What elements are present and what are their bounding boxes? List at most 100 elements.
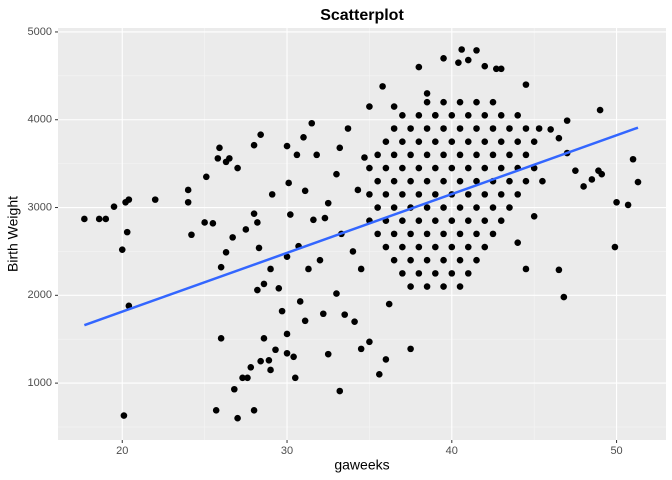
scatter-point (382, 243, 390, 251)
scatter-point (432, 243, 439, 251)
scatter-point (440, 98, 447, 106)
x-tick-label: 30 (281, 445, 293, 457)
scatter-point (432, 217, 439, 224)
scatter-point (456, 283, 464, 290)
scatter-point (231, 385, 238, 393)
scatter-point (415, 243, 423, 251)
scatter-point (464, 217, 472, 224)
scatter-point (456, 177, 464, 185)
plot-panel (58, 28, 666, 440)
scatter-point (255, 244, 263, 252)
scatter-point (481, 138, 489, 145)
scatter-point (212, 407, 220, 414)
scatter-point (374, 230, 381, 238)
scatter-point (464, 191, 472, 198)
scatter-point (560, 293, 568, 301)
scatter-point (123, 228, 131, 236)
scatter-point (390, 177, 398, 185)
scatter-point (580, 183, 587, 190)
x-tick-label: 40 (446, 445, 458, 457)
scatter-point (473, 125, 480, 132)
scatter-point (222, 249, 230, 256)
scatter-point (432, 164, 439, 172)
scatter-point (336, 144, 344, 152)
scatter-point (95, 215, 103, 223)
scatter-point (506, 125, 513, 132)
scatter-point (287, 211, 294, 218)
scatter-point (319, 310, 327, 318)
scatter-point (481, 164, 489, 172)
scatter-point (217, 335, 225, 342)
scatter-point (489, 125, 497, 132)
scatter-point (374, 177, 381, 185)
scatter-point (522, 151, 530, 159)
scatter-point (598, 170, 606, 178)
scatter-point (506, 204, 513, 211)
scatter-point (423, 256, 431, 264)
scatter-point (440, 204, 447, 211)
scatter-point (423, 204, 431, 211)
scatter-point (440, 230, 447, 238)
scatter-point (481, 62, 489, 70)
scatter-point (423, 98, 431, 106)
scatter-point (440, 283, 447, 290)
scatter-point (260, 280, 268, 288)
scatter-point (448, 138, 456, 145)
scatter-point (366, 191, 373, 198)
scatter-point (423, 125, 431, 132)
scatter-point (184, 186, 192, 194)
scatter-point (448, 112, 456, 119)
scatter-point (489, 98, 497, 106)
scatter-point (301, 187, 309, 195)
scatter-point (202, 173, 210, 181)
scatter-point (336, 387, 344, 395)
scatter-point (407, 283, 414, 290)
scatter-point (382, 164, 390, 172)
scatter-point (374, 151, 381, 159)
scatter-point (267, 265, 274, 273)
scatter-point (399, 191, 406, 198)
scatter-point (390, 256, 398, 264)
scatter-point (464, 112, 472, 119)
scatter-point (634, 178, 642, 186)
scatter-point (349, 248, 357, 255)
scatter-point (455, 59, 462, 66)
scatter-point (522, 177, 530, 185)
scatter-point (563, 117, 571, 124)
scatter-point (448, 270, 456, 277)
scatter-point (257, 357, 264, 365)
scatter-point (247, 364, 255, 371)
scatter-point (250, 210, 258, 217)
scatter-point (407, 151, 414, 159)
scatter-point (333, 170, 340, 178)
scatter-point (456, 230, 464, 238)
scatter-point (473, 98, 480, 106)
scatter-point (464, 243, 472, 251)
scatter-point (382, 191, 390, 198)
scatter-point (514, 138, 522, 145)
scatter-point (254, 219, 261, 226)
scatter-point (110, 203, 118, 210)
scatter-point (379, 83, 386, 90)
scatter-point (497, 138, 505, 145)
scatter-point (188, 231, 195, 239)
scatter-point (473, 230, 480, 238)
scatter-point (283, 142, 291, 150)
scatter-point (250, 141, 258, 149)
y-tick-label: 4000 (28, 114, 52, 126)
scatter-point (254, 286, 261, 294)
x-tick-label: 50 (610, 445, 622, 457)
scatter-point (275, 284, 283, 292)
marks (81, 46, 642, 422)
scatter-point (407, 177, 414, 185)
scatter-point (415, 112, 423, 119)
scatter-point (283, 330, 291, 338)
scatter-point (473, 151, 480, 159)
scatter-point (458, 46, 465, 53)
scatter-point (214, 155, 222, 162)
scatter-point (611, 243, 619, 251)
scatter-point (613, 198, 620, 206)
scatter-point (399, 164, 406, 172)
scatter-point (351, 318, 358, 325)
